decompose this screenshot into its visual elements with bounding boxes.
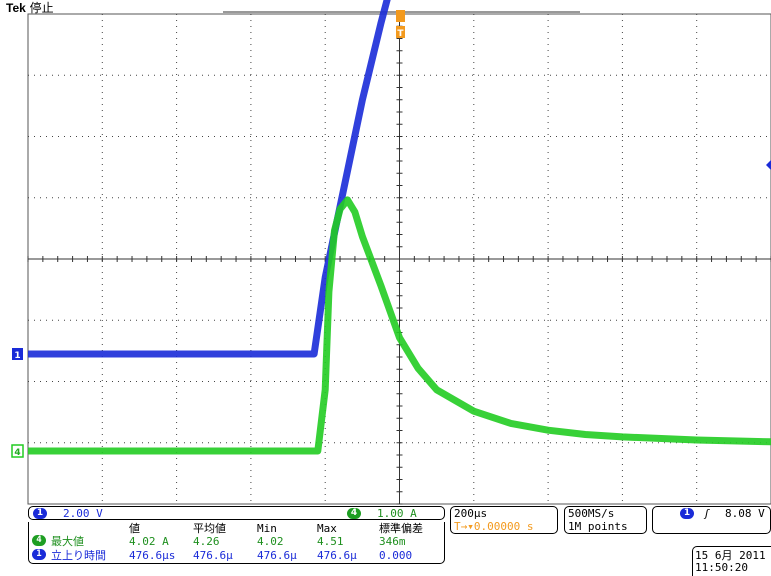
row1-channel-badge: 4 xyxy=(32,535,46,546)
acquisition-readout[interactable]: 500MS/s 1M points xyxy=(564,506,647,534)
row2-label: 立上り時間 xyxy=(51,549,106,562)
col-header-mean: 平均値 xyxy=(193,522,226,535)
ch4-badge: 4 xyxy=(347,508,361,519)
svg-text:4: 4 xyxy=(14,448,20,458)
trigger-readout[interactable]: 1 ʃ 8.08 V xyxy=(652,506,771,534)
trigger-level: 8.08 V xyxy=(725,507,765,520)
record-length: 1M points xyxy=(568,520,628,533)
ch1-ground-marker: 1 xyxy=(12,348,23,361)
col-header-min: Min xyxy=(257,522,277,535)
trigger-delay: T→▾0.00000 s xyxy=(454,520,534,533)
row2-value: 476.6µs xyxy=(129,549,176,562)
datetime-readout: 15 6月 2011 11:50:20 xyxy=(692,546,771,576)
graticule xyxy=(27,13,771,505)
time: 11:50:20 xyxy=(695,561,748,574)
ch1-badge: 1 xyxy=(33,508,47,519)
ch1-scale-readout[interactable]: 1 2.00 V 4 1.00 A xyxy=(28,506,445,520)
trigger-level-marker xyxy=(766,160,771,170)
svg-text:1: 1 xyxy=(14,351,20,361)
col-header-max: Max xyxy=(317,522,337,535)
trigger-marker-label: T xyxy=(397,29,404,39)
trace-ch4 xyxy=(28,196,771,455)
sample-rate: 500MS/s xyxy=(568,507,615,520)
row1-mean: 4.26 xyxy=(193,535,220,548)
row2-stddev: 0.000 xyxy=(379,549,413,562)
row1-stddev: 346m xyxy=(379,535,406,548)
time-per-div: 200µs xyxy=(454,507,488,520)
acquisition-state: 停止 xyxy=(29,1,54,15)
traces xyxy=(28,0,771,455)
timebase-readout[interactable]: 200µs T→▾0.00000 s xyxy=(450,506,558,534)
ch1-scale: 2.00 V xyxy=(63,507,103,520)
row1-max: 4.51 xyxy=(317,535,344,548)
row2-mean: 476.6µ xyxy=(193,549,233,562)
col-header-stddev: 標準偏差 xyxy=(379,522,423,535)
row1-label: 最大値 xyxy=(51,535,84,548)
date: 15 6月 2011 xyxy=(695,549,766,562)
row1-value: 4.02 A xyxy=(129,535,169,548)
row1-min: 4.02 xyxy=(257,535,284,548)
brand-label: Tek xyxy=(6,1,26,15)
trigger-source-badge: 1 xyxy=(680,508,694,519)
row2-max: 476.6µ xyxy=(317,549,357,562)
row2-channel-badge: 1 xyxy=(32,549,46,560)
measurement-panel xyxy=(28,522,445,564)
ch4-ground-marker: 4 xyxy=(11,444,24,458)
measurement-table: 値 平均値 Min Max 標準偏差 4 最大値 4.02 A 4.26 4.0… xyxy=(28,522,448,566)
rising-edge-icon: ʃ xyxy=(705,507,709,520)
row2-min: 476.6µ xyxy=(257,549,297,562)
col-header-value: 値 xyxy=(129,522,140,535)
trigger-position-marker: T xyxy=(396,10,405,39)
status-header: Tek 停止 xyxy=(6,0,54,16)
ch4-scale: 1.00 A xyxy=(377,507,417,520)
